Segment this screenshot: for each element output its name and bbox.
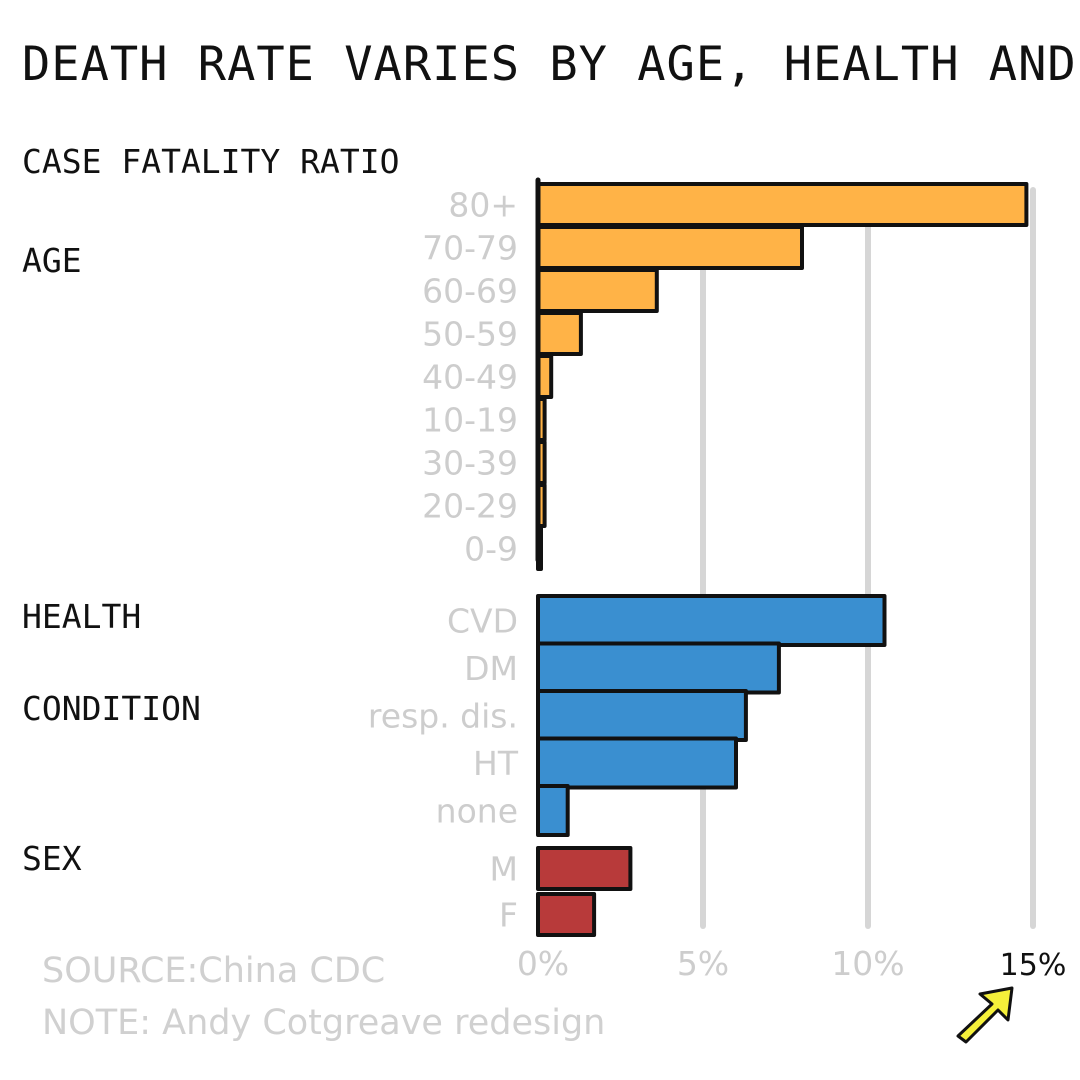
category-label: M [490,850,518,889]
tick-label: 0% [517,944,569,983]
category-label: resp. dis. [368,697,518,736]
bar-m [536,846,633,891]
group-label: HEALTH [22,597,141,636]
category-label: 30-39 [422,444,518,483]
category-label: 20-29 [422,487,518,526]
tick-label: 5% [677,944,729,983]
category-label: 40-49 [422,358,518,397]
category-label: HT [473,744,519,783]
category-labels: 80+ 70-79 60-69 50-59 40-49 10-19 30-39 20-29 0-… [368,186,519,935]
chart-subtitle: CASE FATALITY RATIO [22,142,400,181]
redesign-note: NOTE: Andy Cotgreave redesign [42,1003,605,1043]
category-label: 0-9 [464,530,518,569]
x-axis-ticks: 0% 5% 10% 15% [517,944,1067,983]
bar-50-59 [536,311,583,356]
group-labels: AGE HEALTH CONDITION SEX [22,241,201,878]
category-label: 80+ [448,186,518,225]
bar-none [536,784,570,837]
bar-80- [536,182,1029,227]
group-label: CONDITION [22,689,201,728]
gridlines [700,187,1036,929]
chart-title: DEATH RATE VARIES BY AGE, HEALTH AND SEX [22,37,1080,92]
category-label: 70-79 [422,229,518,268]
bars [535,177,1029,937]
category-label: 60-69 [422,272,518,311]
bar-f [536,892,597,937]
category-label: none [436,792,518,831]
bar-70-79 [536,225,804,270]
bar-resp-dis- [536,689,748,742]
bar-ht [536,736,738,790]
group-label: SEX [22,839,82,878]
category-label: F [499,896,518,935]
category-label: CVD [447,602,518,641]
bar-dm [536,641,781,695]
group-label: AGE [22,241,82,280]
bar-60-69 [536,268,659,313]
arrow-up-right-icon [956,986,1014,1044]
category-label: DM [464,649,518,688]
bar-cvd [536,594,887,647]
tick-label: 10% [831,944,904,983]
tick-label: 15% [1000,948,1067,983]
category-label: 50-59 [422,315,518,354]
category-label: 10-19 [422,401,518,440]
source-note: SOURCE:China CDC [42,951,385,991]
